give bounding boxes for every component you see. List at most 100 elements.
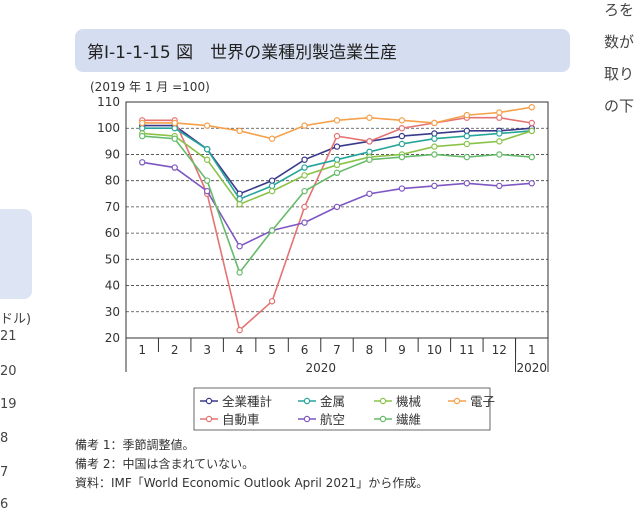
data-point — [398, 117, 406, 124]
data-point — [139, 132, 146, 140]
side-left-line: 19 — [0, 397, 17, 412]
plot-frame — [125, 101, 549, 339]
data-point — [496, 114, 503, 121]
legend-marker — [379, 415, 387, 423]
data-point — [236, 127, 243, 135]
y-tick-label: 50 — [105, 252, 120, 266]
data-point — [496, 138, 503, 145]
data-point — [463, 153, 471, 161]
data-point — [366, 190, 373, 197]
data-point — [236, 243, 243, 250]
y-tick-label: 60 — [105, 226, 120, 240]
data-point — [398, 125, 406, 132]
data-point — [398, 153, 406, 161]
data-point — [398, 185, 406, 192]
y-tick-label: 20 — [105, 331, 120, 345]
legend-label: 電子 — [470, 394, 495, 409]
data-point — [496, 151, 503, 158]
legend-marker — [379, 397, 387, 405]
y-tick-label: 40 — [105, 279, 120, 293]
data-point — [496, 130, 503, 137]
legend-marker — [205, 415, 213, 423]
year-label: 2020 — [516, 361, 547, 375]
data-point — [301, 219, 308, 226]
y-tick-label: 90 — [105, 147, 120, 161]
legend-label: 機械 — [396, 394, 422, 409]
data-point — [268, 182, 276, 190]
chart-title-bar: 第Ⅰ-1-1-15 図 世界の業種別製造業生産 — [75, 29, 570, 72]
data-point — [333, 169, 341, 176]
x-tick-label: 3 — [203, 343, 211, 357]
data-point — [463, 140, 471, 148]
note-line: 資料：IMF「World Economic Outlook April 2021… — [75, 476, 429, 490]
data-point — [366, 148, 373, 156]
data-point — [203, 122, 211, 129]
data-point — [268, 298, 276, 305]
data-point — [398, 140, 406, 148]
note-line: 備考 1：季節調整値。 — [75, 438, 195, 452]
unit-label: (2019 年 1 月 =100) — [90, 80, 210, 94]
side-panel — [0, 209, 32, 299]
data-point — [431, 151, 438, 158]
side-right-line: の下 — [604, 97, 635, 115]
data-point — [333, 143, 341, 150]
x-tick-label: 11 — [459, 343, 474, 357]
data-point — [398, 132, 406, 140]
x-tick-label: 8 — [366, 343, 374, 357]
data-point — [496, 109, 503, 116]
data-point — [268, 177, 276, 184]
data-point — [431, 182, 438, 190]
data-point — [171, 119, 178, 127]
x-tick-label: 5 — [268, 343, 276, 357]
data-point — [366, 156, 373, 163]
data-point — [268, 227, 276, 234]
side-left-line: 8 — [0, 431, 9, 446]
legend-box — [193, 387, 491, 431]
data-point — [236, 269, 243, 276]
data-point — [203, 156, 211, 163]
side-left-line: 21 — [0, 329, 17, 344]
data-point — [528, 180, 535, 187]
note-line: 備考 2：中国は含まれていない。 — [75, 457, 255, 471]
data-point — [366, 114, 373, 121]
data-point — [203, 187, 211, 195]
data-point — [171, 135, 178, 142]
y-tick-label: 30 — [105, 305, 120, 319]
y-tick-label: 70 — [105, 200, 120, 214]
x-tick-label: 6 — [301, 343, 309, 357]
y-tick-label: 100 — [97, 121, 120, 135]
legend-label: 金属 — [320, 394, 345, 409]
legend-marker — [453, 397, 461, 405]
x-tick-label: 2 — [171, 343, 179, 357]
data-point — [333, 117, 341, 124]
data-point — [463, 127, 471, 135]
x-tick-label: 1 — [138, 343, 146, 357]
data-point — [139, 125, 146, 132]
data-point — [463, 132, 471, 140]
data-point — [333, 203, 341, 211]
data-point — [301, 187, 308, 195]
data-point — [431, 143, 438, 150]
x-tick-label: 12 — [492, 343, 507, 357]
data-point — [268, 135, 276, 142]
x-tick-label: 10 — [427, 343, 442, 357]
data-point — [139, 159, 146, 166]
legend-label: 航空 — [320, 412, 345, 427]
legend-marker — [303, 415, 311, 423]
data-point — [463, 180, 471, 187]
data-point — [528, 153, 535, 161]
data-point — [171, 125, 178, 132]
data-point — [431, 130, 438, 137]
x-tick-label: 4 — [236, 343, 244, 357]
x-tick-label: 1 — [528, 343, 536, 357]
x-tick-label: 9 — [398, 343, 406, 357]
legend-label: 自動車 — [222, 412, 260, 427]
x-tick-label: 7 — [333, 343, 341, 357]
side-right-line: ろを — [604, 1, 635, 19]
legend-label: 繊維 — [396, 412, 421, 427]
data-point — [528, 127, 535, 135]
legend-label: 全業種計 — [222, 394, 272, 409]
side-left-line: 7 — [0, 465, 9, 480]
data-point — [268, 187, 276, 195]
